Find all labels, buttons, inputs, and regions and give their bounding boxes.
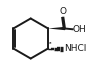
Text: O: O <box>60 7 67 16</box>
Text: '': '' <box>48 41 52 47</box>
Polygon shape <box>48 27 65 30</box>
Text: NHCl: NHCl <box>64 44 86 53</box>
Text: OH: OH <box>73 25 87 34</box>
